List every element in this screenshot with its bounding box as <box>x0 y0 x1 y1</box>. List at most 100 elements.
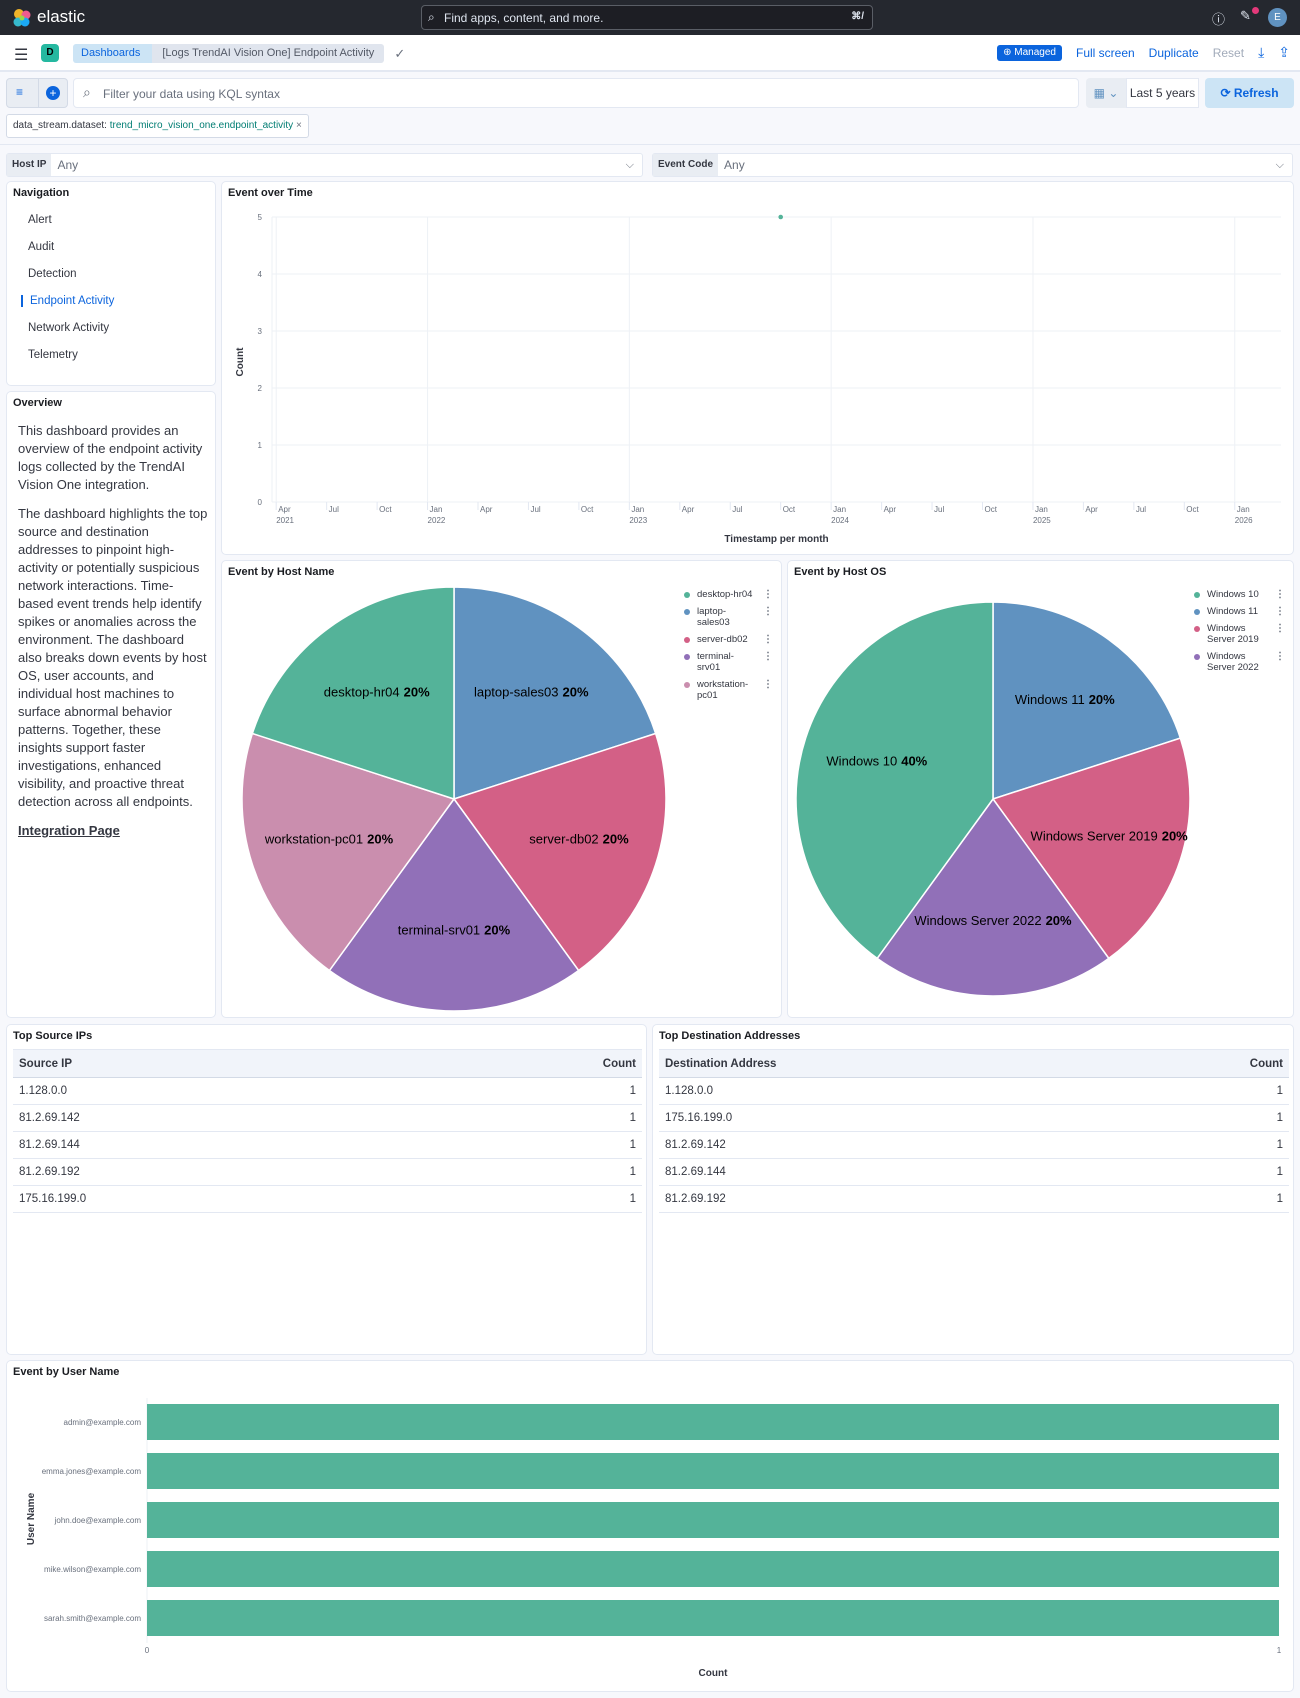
global-search-input[interactable]: ⌕ Find apps, content, and more. ⌘/ <box>421 5 873 30</box>
event-code-control[interactable]: Event Code Any ⌵ <box>652 153 1293 177</box>
table-row: 81.2.69.144 1 <box>13 1131 642 1159</box>
avatar[interactable]: E <box>1268 8 1287 27</box>
host-ip-control[interactable]: Host IP Any ⌵ <box>6 153 643 177</box>
table-cell: 1 <box>1120 1104 1289 1132</box>
legend-item[interactable]: desktop-hr04 ⋮ <box>681 589 781 600</box>
space-avatar[interactable]: D <box>41 44 59 62</box>
table-row: 175.16.199.0 1 <box>13 1185 642 1213</box>
breadcrumb-dashboards[interactable]: Dashboards <box>73 44 153 63</box>
help-icon[interactable]: ⓘ <box>1212 12 1226 27</box>
notification-dot <box>1252 7 1259 14</box>
menu-icon[interactable]: ☰ <box>14 47 29 64</box>
time-range[interactable]: Last 5 years <box>1126 78 1199 108</box>
table-cell: 81.2.69.192 <box>13 1158 414 1186</box>
column-header[interactable]: Source IP <box>13 1049 414 1078</box>
integration-page-link[interactable]: Integration Page <box>18 823 120 838</box>
filter-menu-button[interactable]: ≡ + <box>6 78 68 108</box>
more-options-icon[interactable]: ⋮ <box>1275 651 1285 662</box>
x-axis-title: Count <box>699 1668 729 1679</box>
panel-title: Event by Host OS <box>794 566 887 578</box>
check-icon: ✓ <box>394 45 406 61</box>
chevron-down-icon: ⌵ <box>625 158 634 171</box>
host-os-pie-chart: Windows 11 20%Windows Server 2019 20%Windo… <box>795 601 1191 997</box>
more-options-icon[interactable]: ⋮ <box>763 606 773 617</box>
x-tick-label: Oct <box>985 505 998 514</box>
elastic-logo[interactable] <box>12 8 32 28</box>
table-row: 81.2.69.142 1 <box>13 1104 642 1132</box>
event-over-time-chart: 0 1 2 3 4 5 Apr 2021 Jul Oct Jan 2022 Apr Jul Oct Jan 20… <box>235 213 1281 545</box>
column-header[interactable]: Count <box>1120 1049 1289 1078</box>
date-quick-select[interactable]: ▦ ⌄ <box>1086 78 1126 108</box>
slice-label-percent: 20% <box>404 685 430 700</box>
nav-item-detection[interactable]: Detection <box>28 268 77 280</box>
slice-label: Windows 10 40% <box>826 753 927 768</box>
table-cell: 81.2.69.144 <box>659 1158 1121 1186</box>
slice-label-percent: 20% <box>1046 913 1072 928</box>
data-table: Source IP Count 1.128.0.0 1 81.2.69.142 1 81.2… <box>13 1049 642 1213</box>
more-options-icon[interactable]: ⋮ <box>763 634 773 645</box>
legend-item[interactable]: laptop-sales03 ⋮ <box>681 606 781 628</box>
legend-item[interactable]: Windows 10 ⋮ <box>1191 589 1293 600</box>
duplicate-button[interactable]: Duplicate <box>1148 45 1199 60</box>
top-destination-addresses-panel: Top Destination Addresses Destination Ad… <box>652 1024 1294 1355</box>
event-by-host-os-panel: Event by Host OS Windows 11 20% Windows Se… <box>787 560 1294 1018</box>
nav-item-network-activity[interactable]: Network Activity <box>28 322 110 334</box>
nav-item-alert[interactable]: Alert <box>28 214 52 226</box>
managed-badge[interactable]: ⊕ Managed <box>997 44 1062 61</box>
table-row: 81.2.69.192 1 <box>13 1158 642 1186</box>
filter-value: trend_micro_vision_one.endpoint_activity <box>109 120 294 131</box>
legend-item[interactable]: terminal-srv01 ⋮ <box>681 651 781 673</box>
slice-label-percent: 20% <box>1089 692 1115 707</box>
slice-label-percent: 20% <box>1162 829 1188 844</box>
nav-item-endpoint-activity[interactable]: Endpoint Activity <box>21 295 114 307</box>
search-placeholder: Find apps, content, and more. <box>444 11 604 25</box>
table-cell: 175.16.199.0 <box>659 1104 1121 1132</box>
x-tick-label: Jan <box>1035 505 1048 514</box>
legend-item[interactable]: server-db02 ⋮ <box>681 634 781 645</box>
nav-item-audit[interactable]: Audit <box>28 241 55 253</box>
legend-item[interactable]: Windows Server 2019 ⋮ <box>1191 623 1293 645</box>
top-source-ips-panel: Top Source IPs Source IP Count 1.128.0.0 1 8… <box>6 1024 647 1355</box>
legend-dot <box>684 654 690 660</box>
table-cell: 175.16.199.0 <box>13 1185 414 1213</box>
table-cell: 1 <box>1120 1158 1289 1186</box>
legend-label: laptop-sales03 <box>697 606 730 628</box>
x-tick-label: 1 <box>1277 1646 1282 1655</box>
more-options-icon[interactable]: ⋮ <box>763 651 773 662</box>
legend-dot <box>1194 592 1200 598</box>
full-screen-button[interactable]: Full screen <box>1075 45 1135 60</box>
x-tick-label: Jul <box>732 505 742 514</box>
y-axis-title: Count <box>235 347 246 377</box>
panel-title: Top Destination Addresses <box>659 1030 801 1042</box>
more-options-icon[interactable]: ⋮ <box>1275 589 1285 600</box>
column-header[interactable]: Count <box>413 1049 642 1078</box>
download-icon[interactable]: ⤓ <box>1258 44 1265 60</box>
add-filter-icon[interactable]: + <box>46 86 60 100</box>
legend-item[interactable]: workstation-pc01 ⋮ <box>681 679 781 701</box>
table-row: 81.2.69.144 1 <box>659 1158 1289 1186</box>
legend-item[interactable]: Windows 11 ⋮ <box>1191 606 1293 617</box>
category-label: mike.wilson@example.com <box>44 1565 141 1574</box>
column-header[interactable]: Destination Address <box>659 1049 1121 1078</box>
table-wrapper: Destination Address Count 1.128.0.0 1 175.16… <box>659 1049 1289 1213</box>
slice-label-percent: 40% <box>901 753 927 768</box>
nav-item-telemetry[interactable]: Telemetry <box>28 349 78 361</box>
overview-paragraph: The dashboard highlights the top source … <box>18 506 208 809</box>
filter-pill[interactable]: data_stream.dataset: trend_micro_vision_… <box>6 114 309 138</box>
legend-label: server-db02 <box>697 634 748 645</box>
refresh-button[interactable]: ⟳ Refresh <box>1205 78 1294 108</box>
more-options-icon[interactable]: ⋮ <box>1275 606 1285 617</box>
kql-query-input[interactable]: ⌕ Filter your data using KQL syntax <box>73 78 1079 108</box>
legend-label: Windows Server 2019 <box>1207 623 1259 645</box>
more-options-icon[interactable]: ⋮ <box>763 679 773 690</box>
legend-item[interactable]: Windows Server 2022 ⋮ <box>1191 651 1293 673</box>
close-icon[interactable]: × <box>295 120 302 131</box>
reset-button[interactable]: Reset <box>1212 45 1245 60</box>
share-icon[interactable]: ⇪ <box>1278 44 1290 60</box>
newsfeed-icon[interactable]: ✎ <box>1240 8 1251 23</box>
legend-dot <box>684 609 690 615</box>
filter-icon[interactable]: ≡ <box>16 85 24 99</box>
more-options-icon[interactable]: ⋮ <box>1275 623 1285 634</box>
more-options-icon[interactable]: ⋮ <box>763 589 773 600</box>
slice-label-name: laptop-sales03 <box>474 685 559 700</box>
